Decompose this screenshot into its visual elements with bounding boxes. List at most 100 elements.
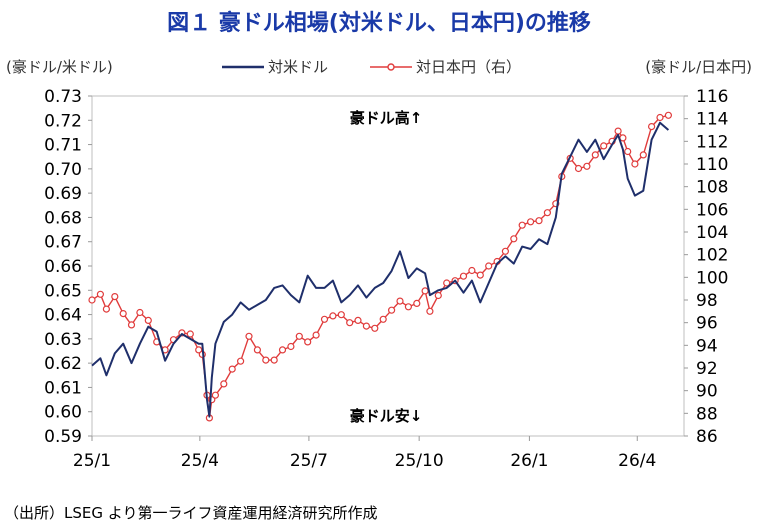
left-tick-label: 0.70	[44, 160, 82, 180]
left-tick-label: 0.65	[44, 281, 82, 301]
jpy-point	[253, 346, 261, 354]
jpy-point	[329, 312, 337, 320]
jpy-point	[270, 356, 278, 364]
jpy-point	[388, 306, 396, 314]
right-tick-label: 108	[696, 178, 728, 198]
jpy-point	[379, 315, 387, 323]
jpy-point	[295, 332, 303, 340]
jpy-point	[485, 262, 493, 270]
jpy-point	[195, 346, 203, 354]
jpy-point	[591, 151, 599, 159]
legend-label-usd: 対米ドル	[268, 58, 328, 76]
jpy-point	[337, 311, 345, 319]
jpy-point	[312, 331, 320, 339]
jpy-point	[434, 291, 442, 300]
left-tick-label: 0.72	[44, 111, 82, 131]
jpy-point	[501, 247, 509, 255]
jpy-point	[543, 209, 552, 217]
plot-area	[91, 95, 685, 437]
jpy-point	[320, 315, 329, 323]
jpy-point	[262, 356, 270, 364]
left-tick-label: 0.66	[44, 257, 82, 277]
jpy-point	[396, 297, 404, 305]
legend: 対米ドル 対日本円（右）	[222, 58, 521, 76]
jpy-point	[426, 307, 434, 315]
jpy-point	[211, 391, 219, 399]
x-tick-label: 26/1	[510, 451, 548, 471]
jpy-point	[600, 142, 608, 150]
jpy-point	[237, 357, 245, 365]
right-tick-label: 86	[696, 427, 718, 447]
left-tick-label: 0.68	[44, 208, 82, 228]
jpy-point	[518, 221, 526, 229]
jpy-point	[624, 147, 632, 156]
right-tick-label: 112	[696, 132, 728, 152]
jpy-point	[278, 346, 287, 354]
left-tick-label: 0.63	[44, 330, 82, 350]
left-tick-label: 0.59	[44, 427, 82, 447]
jpy-point	[245, 332, 253, 340]
jpy-point	[102, 305, 111, 313]
jpy-point	[459, 272, 468, 280]
x-tick-label: 25/1	[73, 451, 111, 471]
x-tick-label: 25/7	[290, 451, 328, 471]
right-tick-label: 88	[696, 404, 718, 424]
jpy-point	[656, 113, 664, 122]
series-line-jpy	[91, 114, 669, 419]
source-note: （出所）LSEG より第一ライフ資産運用経済研究所作成	[4, 504, 377, 522]
jpy-point	[664, 111, 673, 119]
jpy-point	[136, 308, 144, 317]
jpy-point	[304, 338, 312, 346]
right-tick-label: 100	[696, 268, 728, 288]
jpy-point	[228, 365, 236, 373]
jpy-point	[443, 279, 451, 287]
jpy-point	[614, 127, 622, 135]
right-tick-label: 102	[696, 246, 728, 266]
jpy-point	[362, 322, 370, 330]
left-tick-label: 0.73	[44, 87, 82, 107]
jpy-point	[510, 235, 518, 243]
left-tick-label: 0.62	[44, 354, 82, 374]
jpy-point	[526, 218, 535, 226]
right-tick-label: 116	[696, 87, 728, 107]
jpy-point	[186, 330, 194, 338]
jpy-point	[583, 162, 591, 170]
right-tick-label: 110	[696, 155, 728, 175]
jpy-point	[354, 316, 362, 324]
annotation-low: 豪ドル安↓	[350, 407, 423, 425]
right-tick-label: 114	[696, 110, 728, 130]
jpy-point	[144, 316, 152, 324]
right-tick-label: 106	[696, 200, 728, 220]
left-tick-label: 0.67	[44, 233, 82, 253]
x-tick-label: 26/4	[618, 451, 656, 471]
jpy-point	[476, 271, 484, 279]
right-tick-label: 94	[696, 336, 718, 356]
jpy-point	[119, 310, 127, 318]
left-tick-label: 0.64	[44, 306, 82, 326]
jpy-point	[421, 287, 429, 295]
jpy-point	[111, 293, 119, 301]
series-line-usd	[91, 121, 670, 418]
left-axis-label: (豪ドル/米ドル)	[6, 58, 113, 76]
right-tick-label: 96	[696, 314, 718, 334]
right-tick-label: 104	[696, 223, 728, 243]
x-axis: 25/1 25/4 25/7 25/10 26/1 26/4	[73, 436, 656, 471]
jpy-point	[371, 324, 379, 332]
jpy-point	[631, 160, 639, 168]
right-tick-label: 92	[696, 359, 718, 379]
jpy-point	[639, 151, 647, 159]
x-tick-label: 25/4	[181, 451, 219, 471]
left-tick-label: 0.71	[44, 136, 82, 156]
jpy-point	[220, 380, 228, 388]
legend-marker-jpy	[387, 63, 395, 71]
left-tick-label: 0.61	[44, 378, 82, 398]
jpy-point	[404, 303, 412, 311]
x-tick-label: 25/10	[395, 451, 444, 471]
legend-label-jpy: 対日本円（右）	[416, 58, 521, 76]
jpy-point	[346, 319, 354, 327]
jpy-point	[287, 342, 295, 351]
right-axis-label: (豪ドル/日本円)	[645, 58, 752, 76]
series-layer	[88, 111, 673, 422]
